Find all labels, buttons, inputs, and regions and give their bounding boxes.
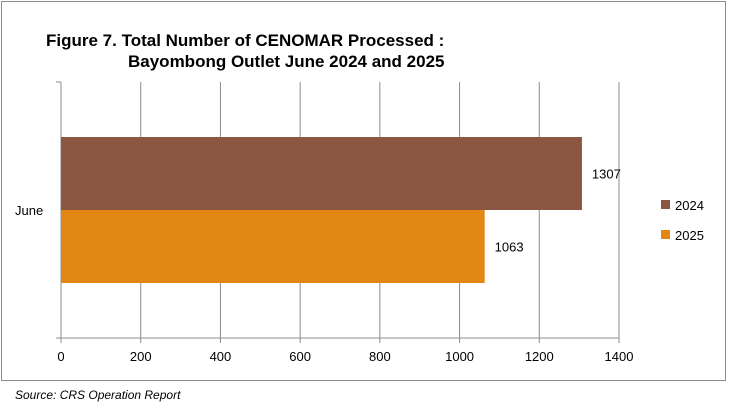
x-tick-label: 0 xyxy=(57,349,64,364)
x-tick-label: 1200 xyxy=(525,349,554,364)
data-label-2024: 1307 xyxy=(592,167,621,182)
x-tick-label: 1400 xyxy=(605,349,634,364)
legend-swatch-2024 xyxy=(661,200,670,209)
x-tick-label: 200 xyxy=(130,349,152,364)
bar-2024 xyxy=(61,137,582,210)
bar-2025 xyxy=(61,210,485,283)
x-tick-label: 1000 xyxy=(445,349,474,364)
x-tick-label: 800 xyxy=(369,349,391,364)
source-note: Source: CRS Operation Report xyxy=(15,388,181,402)
x-tick-label: 600 xyxy=(289,349,311,364)
legend-swatch-2025 xyxy=(661,230,670,239)
category-label: June xyxy=(15,203,43,218)
legend-label-2025: 2025 xyxy=(675,228,704,243)
data-label-2025: 1063 xyxy=(495,240,524,255)
chart-title-line-2: Bayombong Outlet June 2024 and 2025 xyxy=(128,52,445,71)
legend-label-2024: 2024 xyxy=(675,198,704,213)
chart-title-line-1: Figure 7. Total Number of CENOMAR Proces… xyxy=(46,31,445,50)
x-tick-label: 400 xyxy=(210,349,232,364)
